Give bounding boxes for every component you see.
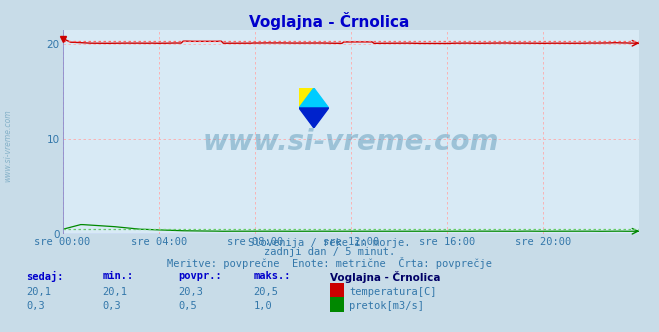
Text: zadnji dan / 5 minut.: zadnji dan / 5 minut.	[264, 247, 395, 257]
Text: 0,3: 0,3	[102, 301, 121, 311]
Text: 20,1: 20,1	[26, 287, 51, 297]
Text: www.si-vreme.com: www.si-vreme.com	[203, 128, 499, 156]
Polygon shape	[299, 108, 329, 128]
Text: temperatura[C]: temperatura[C]	[349, 287, 437, 297]
Text: pretok[m3/s]: pretok[m3/s]	[349, 301, 424, 311]
Text: www.si-vreme.com: www.si-vreme.com	[3, 110, 13, 182]
Text: 20,1: 20,1	[102, 287, 127, 297]
Text: 20,5: 20,5	[254, 287, 279, 297]
Text: 0,3: 0,3	[26, 301, 45, 311]
Text: min.:: min.:	[102, 271, 133, 281]
Polygon shape	[299, 88, 329, 108]
Polygon shape	[299, 88, 314, 108]
Text: Voglajna - Črnolica: Voglajna - Črnolica	[330, 271, 440, 283]
Text: Meritve: povprečne  Enote: metrične  Črta: povprečje: Meritve: povprečne Enote: metrične Črta:…	[167, 257, 492, 269]
Text: maks.:: maks.:	[254, 271, 291, 281]
Text: Slovenija / reke in morje.: Slovenija / reke in morje.	[248, 238, 411, 248]
Text: povpr.:: povpr.:	[178, 271, 221, 281]
Text: Voglajna - Črnolica: Voglajna - Črnolica	[249, 12, 410, 30]
Text: 20,3: 20,3	[178, 287, 203, 297]
Text: sedaj:: sedaj:	[26, 271, 64, 282]
Text: 1,0: 1,0	[254, 301, 272, 311]
Text: 0,5: 0,5	[178, 301, 196, 311]
